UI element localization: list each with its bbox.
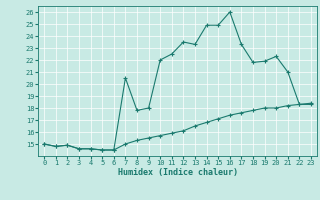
- X-axis label: Humidex (Indice chaleur): Humidex (Indice chaleur): [118, 168, 238, 177]
